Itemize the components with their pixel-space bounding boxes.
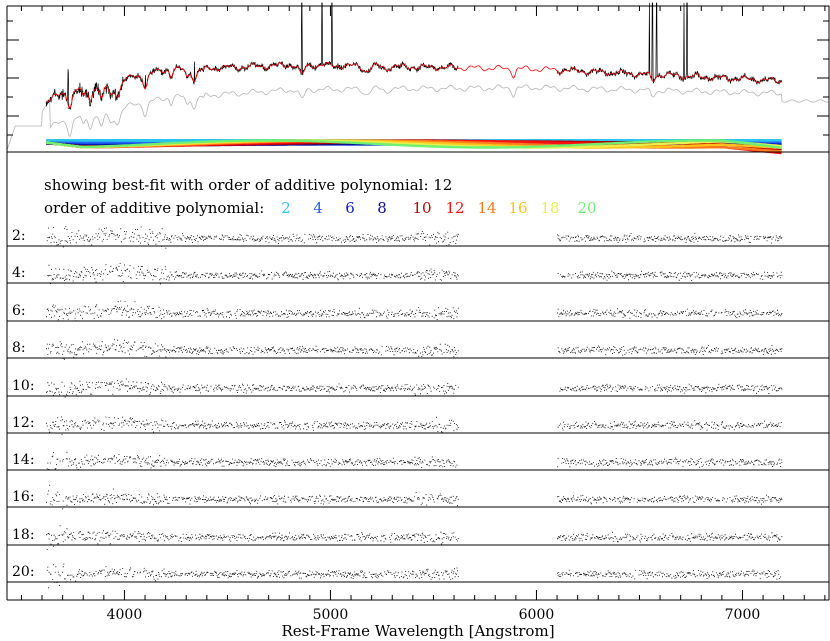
residual-panel-20: 20:	[7, 563, 829, 589]
residual-panel-16: 16:	[7, 484, 829, 510]
residual-points	[46, 484, 783, 510]
residual-panel-4: 4:	[7, 263, 829, 285]
residual-order-label: 8:	[12, 340, 26, 356]
x-axis-ticks: 4000 5000 6000 7000	[20, 6, 826, 623]
x-tick-label: 7000	[725, 607, 761, 623]
residual-panel-14: 14:	[7, 451, 829, 471]
legend-entry-4: 4	[313, 199, 323, 217]
residual-order-label: 6:	[12, 303, 26, 319]
legend-entry-12: 12	[445, 199, 464, 217]
legend-title: order of additive polynomial:	[44, 199, 264, 217]
axes: 4000 5000 6000 7000	[6, 5, 830, 623]
best-fit-annotation: showing best-fit with order of additive …	[44, 176, 452, 194]
legend-entry-8: 8	[377, 199, 387, 217]
residual-points	[46, 226, 783, 249]
observed-spectrum-line-blue-segment	[45, 2, 459, 110]
residual-panel-2: 2:	[7, 226, 829, 249]
x-tick-label: 6000	[519, 607, 555, 623]
template-spectrum-line	[6, 84, 830, 151]
legend-entry-18: 18	[540, 199, 559, 217]
residual-order-label: 20:	[12, 564, 35, 580]
legend-entry-6: 6	[345, 199, 355, 217]
residual-panels: 2: 4: 6: 8: 10: 12: 14: 16: 18: 20:	[7, 226, 829, 589]
legend-entry-14: 14	[477, 199, 496, 217]
residual-panel-12: 12:	[7, 415, 829, 436]
legend: 2 4 6 8 10 12 14 16 18 20	[281, 199, 596, 217]
legend-entry-16: 16	[508, 199, 527, 217]
residual-order-label: 2:	[12, 228, 26, 244]
residual-panel-8: 8:	[7, 338, 829, 360]
residual-points	[46, 300, 783, 322]
residual-panel-18: 18:	[7, 525, 829, 550]
legend-entry-10: 10	[412, 199, 431, 217]
x-tick-label: 4000	[107, 607, 143, 623]
residual-order-label: 12:	[12, 415, 35, 431]
residual-order-label: 4:	[12, 265, 26, 281]
spectrum-panel	[6, 2, 830, 155]
x-tick-label: 5000	[313, 607, 349, 623]
residual-order-label: 18:	[12, 527, 35, 543]
legend-entry-20: 20	[577, 199, 596, 217]
residual-order-label: 10:	[12, 378, 35, 394]
residual-order-label: 14:	[12, 452, 35, 468]
residual-panel-6: 6:	[7, 300, 829, 322]
additive-polynomial-curves	[45, 139, 782, 155]
model-spectrum-line	[46, 61, 782, 110]
legend-entry-2: 2	[281, 199, 291, 217]
residual-panel-10: 10:	[7, 378, 829, 398]
y-axis-ticks	[7, 20, 829, 136]
x-axis-label: Rest-Frame Wavelength [Angstrom]	[281, 622, 554, 640]
polynomial-curve-order-20	[45, 139, 782, 149]
residual-order-label: 16:	[12, 489, 35, 505]
